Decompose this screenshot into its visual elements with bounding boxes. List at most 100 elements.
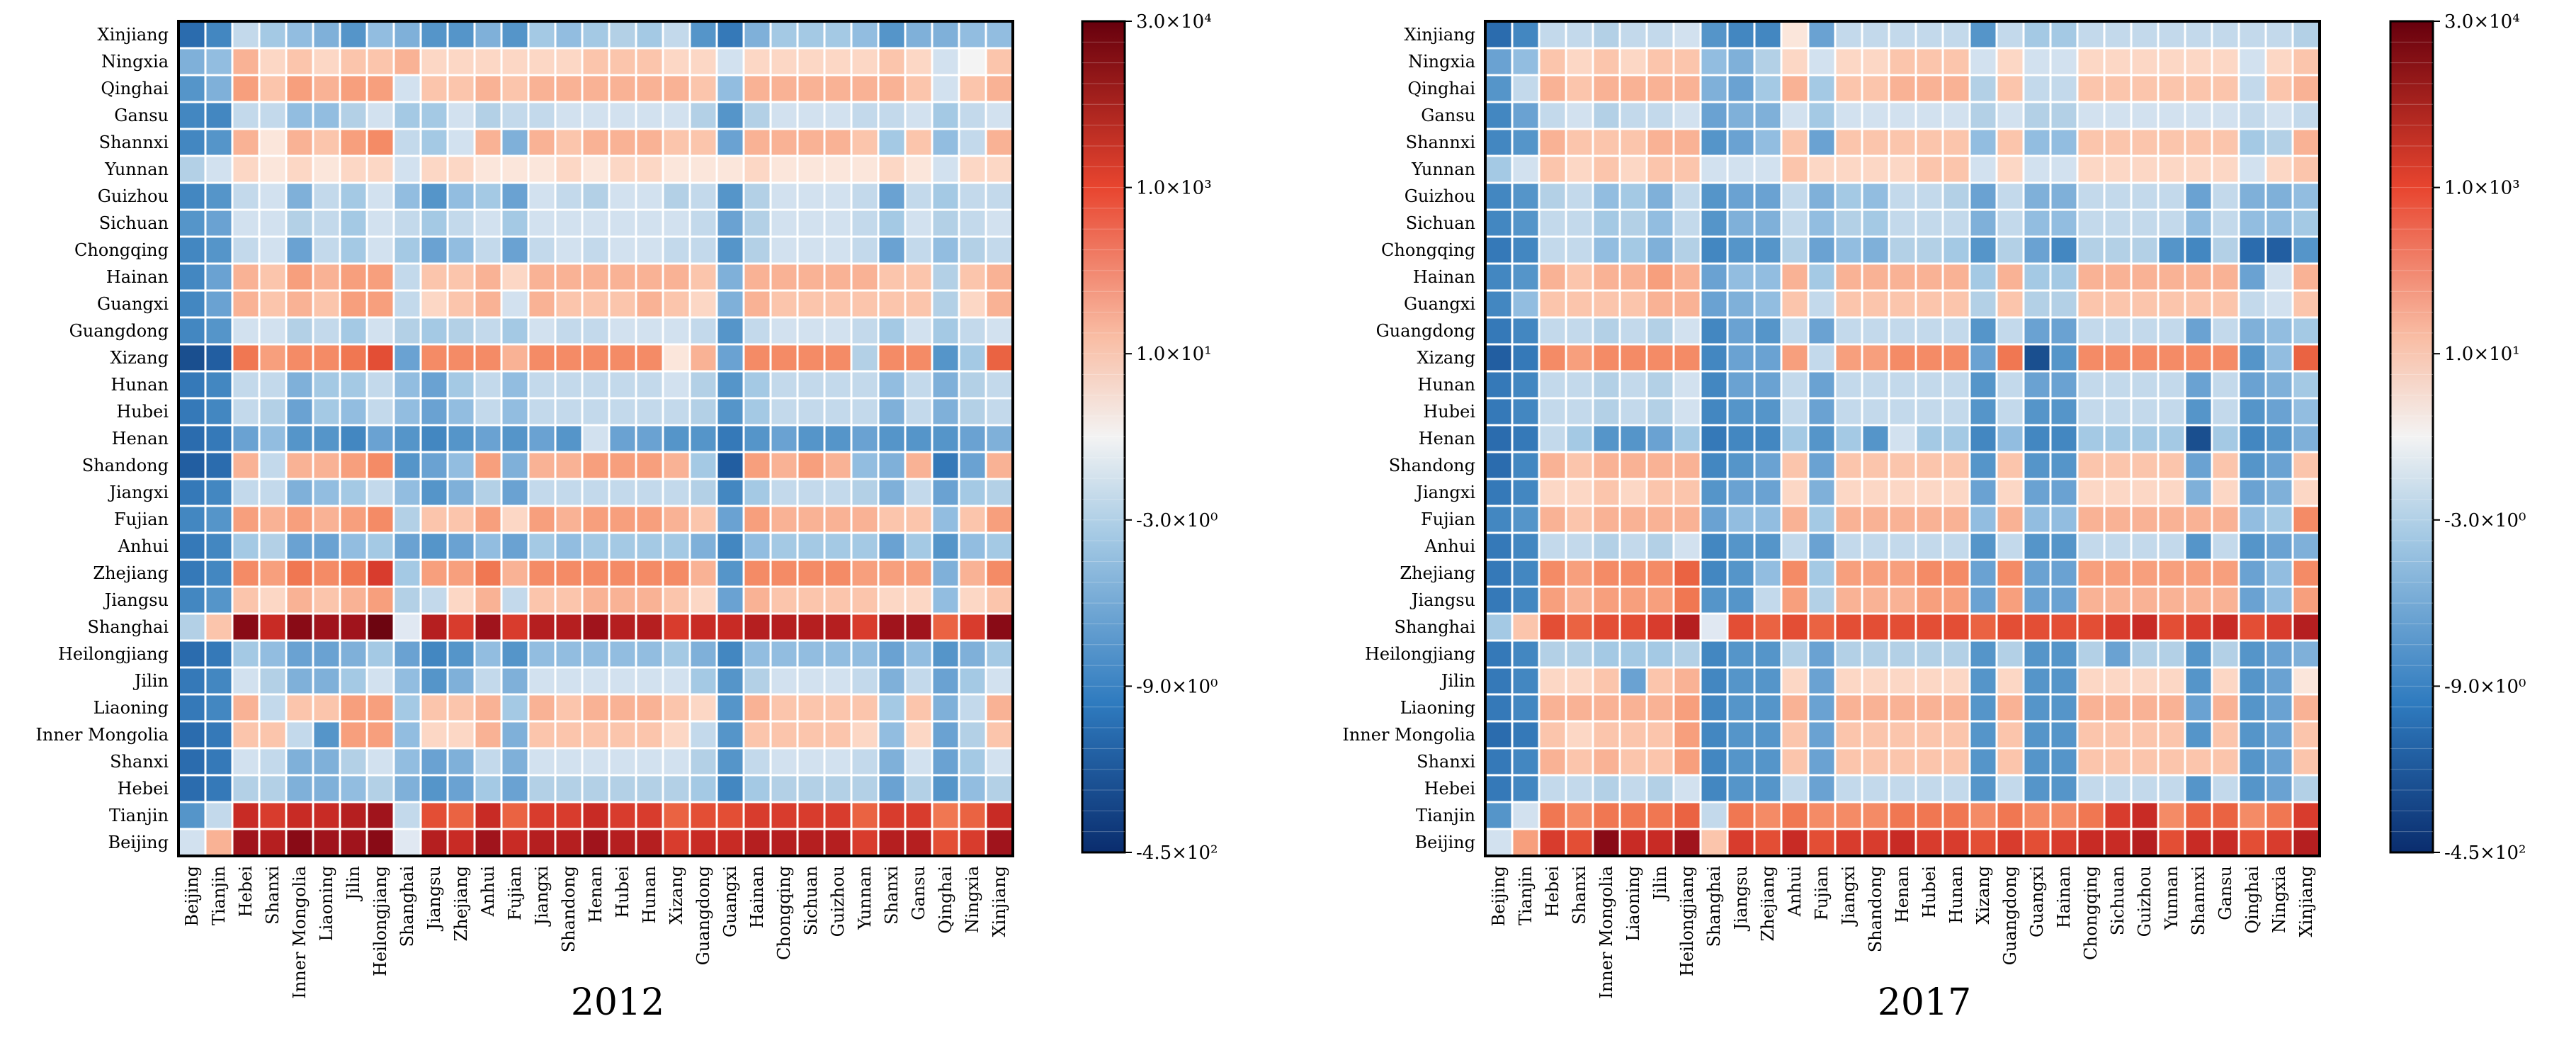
heatmap-cell xyxy=(1484,397,1514,427)
heatmap-frame-2017 xyxy=(1484,20,2321,857)
heatmap-cell xyxy=(904,558,934,588)
heatmap-cell xyxy=(231,316,261,346)
colorbar-tick-label: 1.0×10³ xyxy=(1136,178,1212,199)
heatmap-cell xyxy=(1914,720,1944,750)
heatmap-cell xyxy=(1726,424,1756,453)
heatmap-cell xyxy=(985,639,1014,669)
heatmap-cell xyxy=(2184,128,2213,157)
heatmap-cell xyxy=(608,666,637,696)
heatmap-cell xyxy=(1591,235,1621,265)
heatmap-cell xyxy=(554,424,584,453)
heatmap-cell xyxy=(2291,262,2321,292)
heatmap-cell xyxy=(1618,666,1648,696)
heatmap-cell xyxy=(1538,343,1567,373)
heatmap-cell xyxy=(823,612,853,642)
heatmap-cell xyxy=(1484,801,1514,830)
heatmap-cell xyxy=(1753,639,1783,669)
heatmap-cell xyxy=(2076,370,2106,400)
heatmap-cell xyxy=(1914,397,1944,427)
heatmap-cell xyxy=(1807,208,1837,238)
heatmap-panel-2017: XinjiangNingxiaQinghaiGansuShannxiYunnan… xyxy=(1342,11,2526,1024)
heatmap-cell xyxy=(392,397,422,427)
heatmap-cell xyxy=(931,424,960,453)
heatmap-cell xyxy=(1565,154,1594,184)
heatmap-cell xyxy=(1807,504,1837,534)
heatmap-cell xyxy=(527,747,557,777)
heatmap-cell xyxy=(204,424,234,453)
heatmap-cell xyxy=(1834,343,1863,373)
heatmap-cell xyxy=(2211,585,2240,615)
heatmap-cell xyxy=(1726,478,1756,507)
heatmap-cell xyxy=(1968,235,1998,265)
heatmap-cell xyxy=(419,370,449,400)
heatmap-cell xyxy=(1699,801,1729,830)
heatmap-cell xyxy=(2049,128,2079,157)
heatmap-cell xyxy=(769,289,799,319)
heatmap-cell xyxy=(1699,693,1729,723)
heatmap-cell xyxy=(1645,74,1675,103)
heatmap-cell xyxy=(823,504,853,534)
heatmap-cell xyxy=(877,208,907,238)
y-tick-label: Yunnan xyxy=(1411,159,1475,179)
heatmap-cell xyxy=(392,531,422,561)
heatmap-cell xyxy=(931,558,960,588)
heatmap-cell xyxy=(1511,639,1541,669)
heatmap-cell xyxy=(1645,128,1675,157)
heatmap-cell xyxy=(204,397,234,427)
heatmap-cell xyxy=(2076,504,2106,534)
heatmap-cell xyxy=(392,74,422,103)
heatmap-cell xyxy=(2049,289,2079,319)
heatmap-cell xyxy=(1888,747,1917,777)
heatmap-cell xyxy=(1941,208,1971,238)
heatmap-cell xyxy=(339,747,368,777)
heatmap-cell xyxy=(1995,801,2025,830)
heatmap-cell xyxy=(500,101,530,130)
heatmap-cell xyxy=(904,639,934,669)
heatmap-frame-2012 xyxy=(177,20,1014,857)
heatmap-cell xyxy=(2184,639,2213,669)
heatmap-cell xyxy=(2049,558,2079,588)
heatmap-cell xyxy=(2264,558,2294,588)
heatmap-cell xyxy=(1645,181,1675,211)
heatmap-cell xyxy=(1645,235,1675,265)
x-tick-label: Shanxi xyxy=(882,866,902,925)
heatmap-cell xyxy=(1645,47,1675,77)
heatmap-cell xyxy=(473,424,503,453)
heatmap-cell xyxy=(1591,801,1621,830)
heatmap-cell xyxy=(1995,20,2025,50)
heatmap-cell xyxy=(1618,208,1648,238)
heatmap-cell xyxy=(1914,208,1944,238)
heatmap-cell xyxy=(1941,558,1971,588)
heatmap-cell xyxy=(500,181,530,211)
heatmap-cell xyxy=(2103,74,2133,103)
heatmap-cell xyxy=(204,74,234,103)
heatmap-cell xyxy=(2022,128,2052,157)
heatmap-cell xyxy=(554,235,584,265)
heatmap-cell xyxy=(1753,558,1783,588)
y-tick-label: Guangxi xyxy=(97,294,169,314)
heatmap-cell xyxy=(688,747,718,777)
heatmap-cell xyxy=(527,289,557,319)
heatmap-cell xyxy=(985,585,1014,615)
heatmap-cell xyxy=(365,774,395,804)
heatmap-cell xyxy=(365,289,395,319)
heatmap-cell xyxy=(473,101,503,130)
heatmap-cell xyxy=(285,208,314,238)
heatmap-cell xyxy=(1941,20,1971,50)
heatmap-cell xyxy=(635,585,664,615)
heatmap-cell xyxy=(931,639,960,669)
heatmap-cell xyxy=(339,478,368,507)
heatmap-cell xyxy=(904,74,934,103)
heatmap-cell xyxy=(796,478,826,507)
y-tick-label: Sichuan xyxy=(1406,213,1475,233)
heatmap-cell xyxy=(312,693,341,723)
heatmap-cell xyxy=(1726,693,1756,723)
heatmap-cell xyxy=(2237,478,2267,507)
heatmap-cell xyxy=(1645,639,1675,669)
heatmap-cell xyxy=(985,262,1014,292)
heatmap-cell xyxy=(608,504,637,534)
heatmap-cell xyxy=(1968,343,1998,373)
heatmap-cell xyxy=(1484,235,1514,265)
heatmap-cell xyxy=(1941,235,1971,265)
x-tick-label: Xinjiang xyxy=(2296,866,2316,937)
